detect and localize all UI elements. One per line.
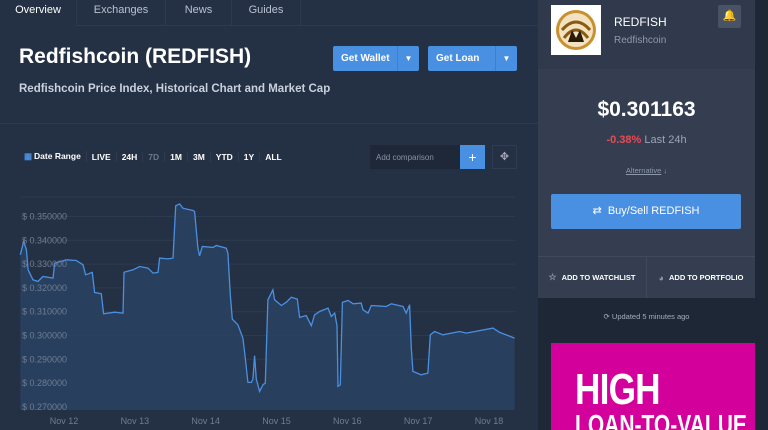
page-title: Redfishcoin (REDFISH) — [19, 45, 252, 68]
range-24h[interactable]: 24H — [117, 151, 144, 162]
x-tick-label: Nov 18 — [475, 416, 504, 426]
coin-logo — [551, 5, 601, 55]
get-wallet-button[interactable]: Get Wallet ▼ — [333, 46, 419, 71]
x-tick-label: Nov 12 — [50, 416, 79, 426]
y-tick-label: $ 0.290000 — [22, 354, 67, 364]
x-tick-label: Nov 15 — [262, 416, 291, 426]
divider — [0, 123, 538, 124]
coin-name: Redfishcoin — [614, 35, 667, 46]
price-line — [19, 203, 515, 394]
date-range-button[interactable]: ▦ Date Range — [19, 151, 87, 162]
add-to-watchlist-button[interactable]: ☆ ADD TO WATCHLIST — [538, 257, 647, 298]
calendar-icon: ▦ — [24, 151, 33, 161]
tab-bar: Overview Exchanges News Guides — [0, 0, 538, 26]
range-1y[interactable]: 1Y — [239, 151, 261, 162]
refresh-icon: ⟳ — [603, 312, 610, 321]
action-bar: ☆ ADD TO WATCHLIST ◕ ADD TO PORTFOLIO — [538, 256, 755, 298]
y-tick-label: $ 0.340000 — [22, 235, 67, 245]
main-panel: Overview Exchanges News Guides Redfishco… — [0, 0, 538, 430]
x-tick-label: Nov 16 — [333, 416, 362, 426]
advertisement-banner[interactable]: HIGH LOAN-TO-VALUE — [551, 343, 755, 430]
tab-exchanges[interactable]: Exchanges — [77, 0, 166, 26]
move-icon[interactable]: ✥ — [492, 145, 517, 169]
add-comparison-input[interactable] — [370, 145, 460, 169]
range-ytd[interactable]: YTD — [211, 151, 239, 162]
date-range-label: Date Range — [34, 151, 81, 161]
y-tick-label: $ 0.280000 — [22, 378, 67, 388]
add-to-portfolio-button[interactable]: ◕ ADD TO PORTFOLIO — [647, 257, 755, 298]
get-loan-label: Get Loan — [436, 53, 480, 64]
change-percent: -0.38% — [606, 134, 642, 146]
star-icon: ☆ — [548, 272, 557, 282]
add-comparison-button[interactable]: + — [460, 145, 485, 169]
price-change: -0.38% Last 24h — [538, 134, 755, 146]
tab-guides[interactable]: Guides — [232, 0, 301, 26]
x-tick-label: Nov 13 — [121, 416, 150, 426]
change-period: Last 24h — [644, 134, 687, 146]
x-tick-label: Nov 14 — [191, 416, 220, 426]
watchlist-label: ADD TO WATCHLIST — [561, 273, 636, 282]
buy-sell-button[interactable]: ⇄ Buy/Sell REDFISH — [551, 194, 741, 229]
range-1m[interactable]: 1M — [165, 151, 188, 162]
range-all[interactable]: ALL — [265, 151, 282, 162]
updated-status: ⟳ Updated 5 minutes ago — [538, 312, 755, 321]
y-tick-label: $ 0.350000 — [22, 212, 67, 222]
tab-news[interactable]: News — [166, 0, 232, 26]
arrow-down-icon: ↓ — [663, 166, 668, 175]
page-subtitle: Redfishcoin Price Index, Historical Char… — [19, 83, 331, 95]
alternative-link[interactable]: Alternative — [625, 166, 662, 175]
ad-subheadline: LOAN-TO-VALUE — [575, 409, 747, 430]
tab-overview[interactable]: Overview — [0, 0, 77, 26]
y-tick-label: $ 0.320000 — [22, 283, 67, 293]
y-tick-label: $ 0.310000 — [22, 307, 67, 317]
range-live[interactable]: LIVE — [87, 151, 117, 162]
ad-headline: HIGH — [575, 365, 661, 414]
price-chart[interactable]: $ 0.350000 $ 0.340000 $ 0.330000 $ 0.320000… — [0, 190, 538, 430]
price-area — [20, 203, 515, 410]
alternative-toggle[interactable]: Alternative ↓ — [538, 166, 755, 175]
portfolio-label: ADD TO PORTFOLIO — [668, 273, 744, 282]
x-tick-label: Nov 17 — [404, 416, 433, 426]
range-3m[interactable]: 3M — [188, 151, 211, 162]
y-tick-label: $ 0.330000 — [22, 259, 67, 269]
chevron-down-icon[interactable]: ▼ — [397, 46, 419, 71]
range-selector: ▦ Date Range LIVE 24H 7D 1M 3M YTD 1Y ALL — [19, 151, 287, 162]
y-tick-label: $ 0.300000 — [22, 331, 67, 341]
get-wallet-label: Get Wallet — [341, 53, 390, 64]
buy-sell-label: Buy/Sell REDFISH — [607, 205, 700, 217]
range-7d[interactable]: 7D — [143, 151, 166, 162]
chevron-down-icon[interactable]: ▼ — [495, 46, 517, 71]
current-price: $0.301163 — [597, 98, 696, 121]
y-tick-label: $ 0.270000 — [22, 402, 67, 412]
bell-icon[interactable]: 🔔 — [718, 5, 741, 28]
pie-chart-icon: ◕ — [658, 272, 664, 283]
updated-text: Updated 5 minutes ago — [611, 312, 690, 321]
get-loan-button[interactable]: Get Loan ▼ — [428, 46, 517, 71]
coin-symbol: REDFISH — [614, 15, 667, 29]
swap-icon: ⇄ — [592, 205, 602, 217]
